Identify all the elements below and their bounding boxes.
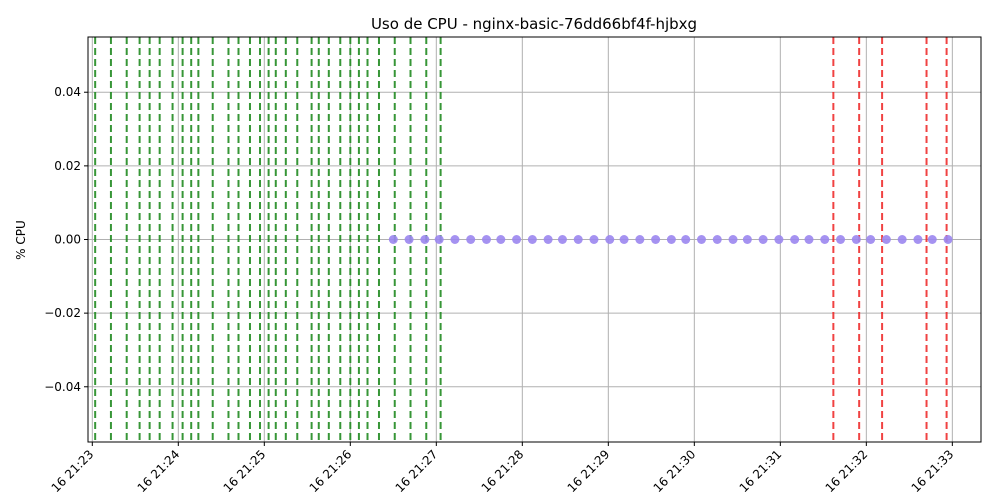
data-point: [466, 235, 476, 244]
data-point: [851, 235, 861, 244]
data-point: [420, 235, 430, 244]
x-tick-label: 16 21:23: [49, 447, 97, 495]
data-point: [557, 235, 567, 244]
data-point: [913, 235, 923, 244]
data-point: [820, 235, 830, 244]
data-point: [512, 235, 522, 244]
data-point: [774, 235, 784, 244]
data-point: [589, 235, 599, 244]
data-point: [496, 235, 506, 244]
data-points: [388, 235, 953, 244]
data-point: [836, 235, 846, 244]
data-point: [404, 235, 414, 244]
data-point: [881, 235, 891, 244]
y-tick-label: −0.04: [44, 380, 81, 394]
data-point: [927, 235, 937, 244]
data-point: [866, 235, 876, 244]
data-point: [943, 235, 953, 244]
data-point: [681, 235, 691, 244]
data-point: [651, 235, 661, 244]
x-tick-label: 16 21:27: [393, 447, 441, 495]
data-point: [758, 235, 768, 244]
y-axis-ticks: 0.04 0.02 0.00 −0.02 −0.04: [44, 85, 88, 394]
x-tick-label: 16 21:32: [823, 447, 871, 495]
data-point: [696, 235, 706, 244]
data-point: [605, 235, 615, 244]
y-tick-label: 0.04: [54, 85, 81, 99]
data-point: [712, 235, 722, 244]
data-point: [619, 235, 629, 244]
data-point: [728, 235, 738, 244]
data-point: [635, 235, 645, 244]
y-tick-label: −0.02: [44, 306, 81, 320]
x-tick-label: 16 21:25: [221, 447, 269, 495]
x-tick-label: 16 21:28: [479, 447, 527, 495]
data-point: [897, 235, 907, 244]
y-axis-label: % CPU: [14, 220, 28, 260]
data-point: [543, 235, 553, 244]
x-axis-ticks: 16 21:23 16 21:24 16 21:25 16 21:26 16 21:27…: [49, 442, 957, 495]
x-tick-label: 16 21:24: [135, 447, 183, 495]
data-point: [388, 235, 398, 244]
x-tick-label: 16 21:31: [737, 447, 785, 495]
x-tick-label: 16 21:29: [565, 447, 613, 495]
data-point: [666, 235, 676, 244]
data-point: [434, 235, 444, 244]
y-tick-label: 0.00: [54, 233, 81, 247]
data-point: [527, 235, 537, 244]
x-tick-label: 16 21:30: [651, 447, 699, 495]
green-event-lines: [94, 37, 442, 442]
data-point: [790, 235, 800, 244]
data-point: [804, 235, 814, 244]
data-point: [450, 235, 460, 244]
x-tick-label: 16 21:26: [307, 447, 355, 495]
data-point: [481, 235, 491, 244]
data-point: [573, 235, 583, 244]
y-tick-label: 0.02: [54, 159, 81, 173]
x-tick-label: 16 21:33: [909, 447, 957, 495]
data-point: [742, 235, 752, 244]
chart-title: Uso de CPU - nginx-basic-76dd66bf4f-hjbx…: [371, 15, 697, 33]
